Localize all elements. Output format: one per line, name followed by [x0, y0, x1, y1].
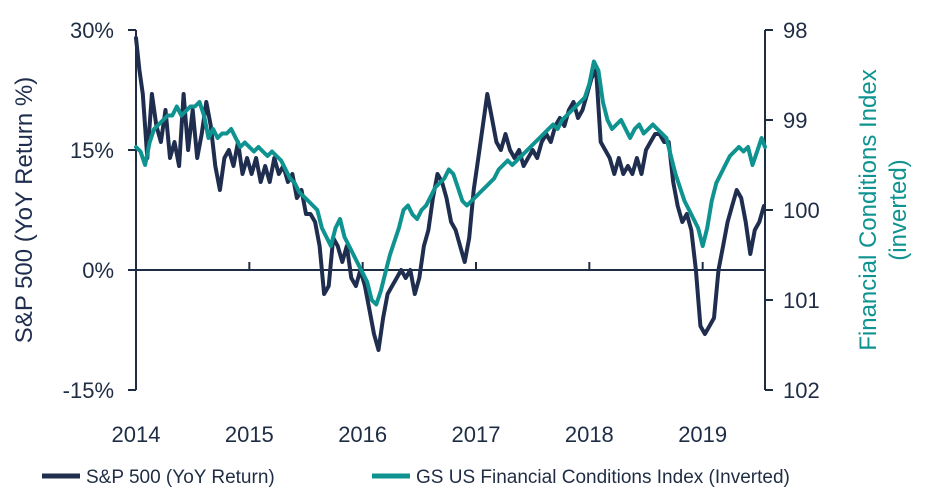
x-tick-label: 2016: [338, 422, 387, 447]
left-tick-label: -15%: [63, 378, 114, 403]
right-tick-label: 100: [783, 198, 820, 223]
x-tick-label: 2014: [112, 422, 161, 447]
x-tick-label: 2017: [452, 422, 501, 447]
fci-series-line: [134, 59, 767, 307]
x-tick-label: 2015: [225, 422, 274, 447]
left-tick-label: 15%: [70, 138, 114, 163]
x-axis-ticks: 2014 2015 2016 2017 2018 2019: [112, 262, 727, 447]
x-tick-label: 2018: [565, 422, 614, 447]
right-axis-title-line1: Financial Conditions Index: [855, 69, 882, 351]
right-tick-label: 102: [783, 378, 820, 403]
x-tick-label: 2019: [678, 422, 727, 447]
left-tick-label: 0%: [82, 258, 114, 283]
right-axis-title-line2: (inverted): [885, 159, 912, 260]
left-tick-label: 30%: [70, 18, 114, 43]
left-axis-title: S&P 500 (YoY Return %): [11, 77, 38, 343]
series-layer: [134, 36, 767, 352]
right-tick-label: 99: [783, 108, 807, 133]
right-axis-ticks: 98 99 100 101 102: [765, 18, 820, 403]
left-axis-ticks: 30% 15% 0% -15%: [63, 18, 136, 403]
sp500-series-line: [134, 36, 766, 352]
legend: S&P 500 (YoY Return) GS US Financial Con…: [42, 467, 790, 488]
right-tick-label: 101: [783, 288, 820, 313]
legend-label-fci: GS US Financial Conditions Index (Invert…: [416, 467, 790, 488]
legend-label-sp500: S&P 500 (YoY Return): [86, 467, 275, 488]
right-tick-label: 98: [783, 18, 807, 43]
